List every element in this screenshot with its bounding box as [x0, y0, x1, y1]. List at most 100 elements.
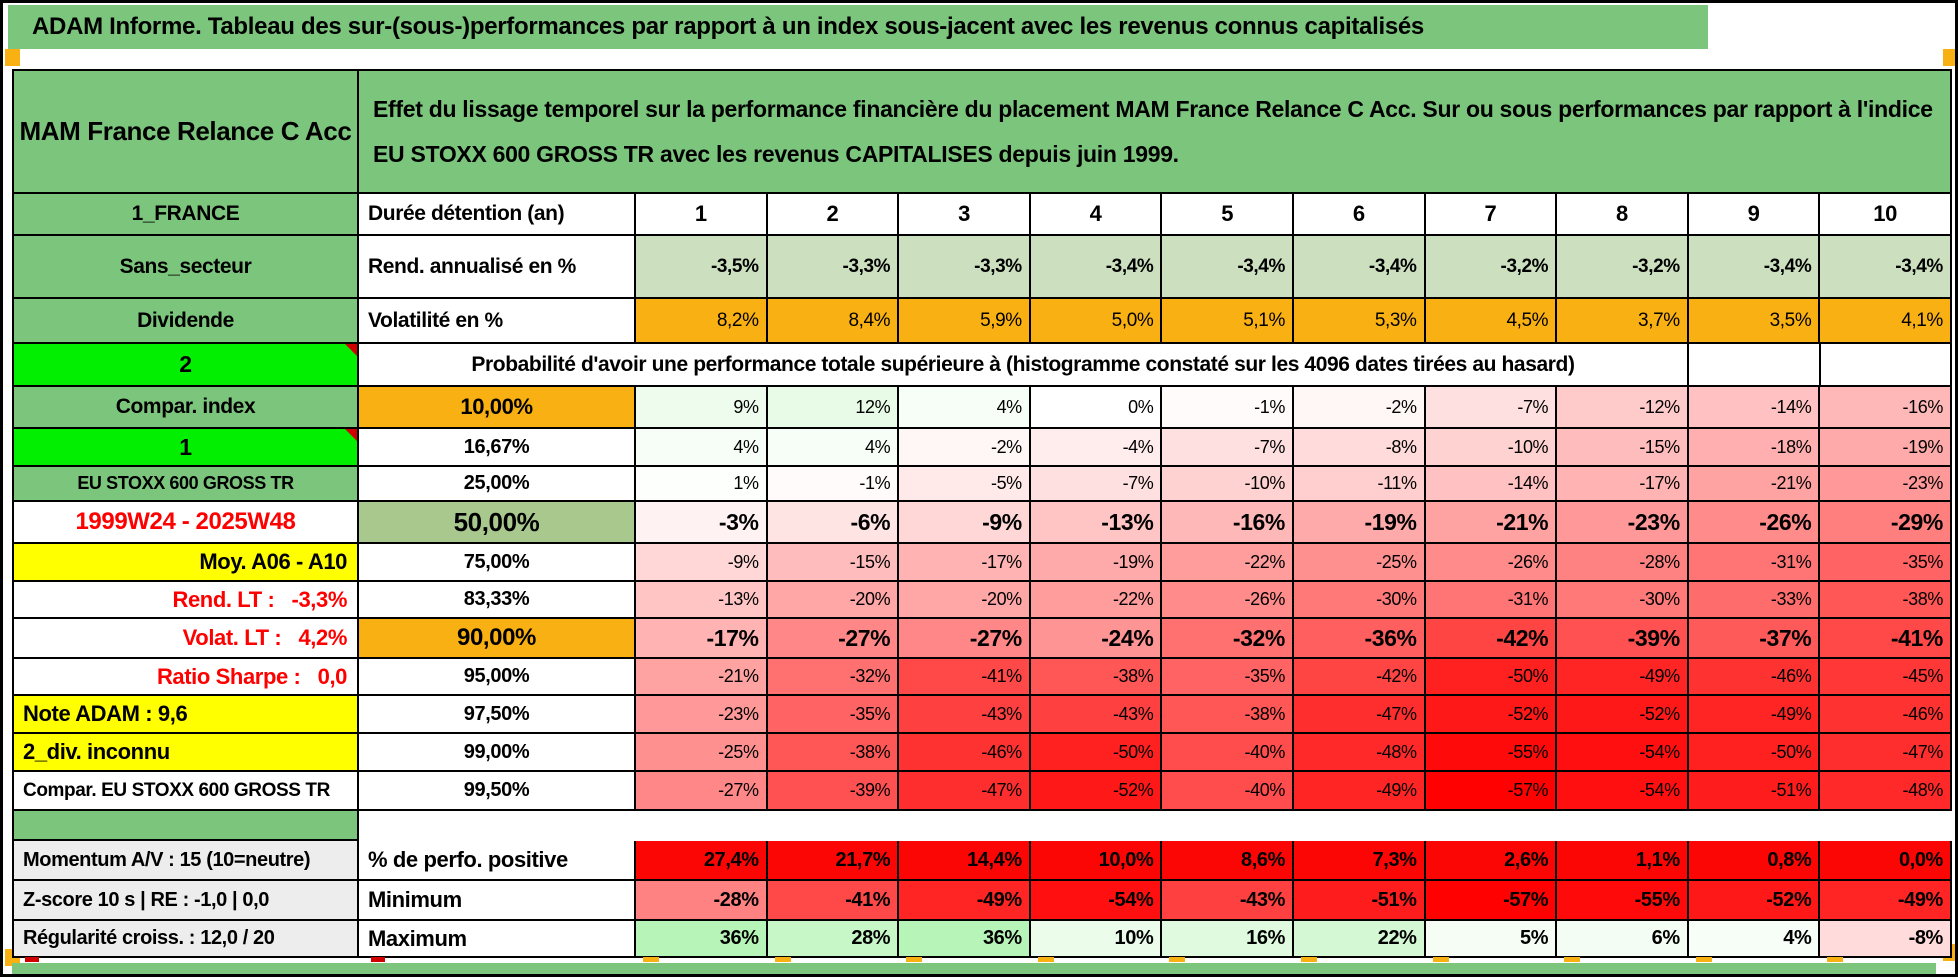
performance-value-cell[interactable]: -15% — [1557, 429, 1689, 467]
volatility-value-cell[interactable]: 4,5% — [1425, 299, 1558, 344]
duration-year-cell[interactable]: 9 — [1688, 194, 1821, 236]
duration-year-cell[interactable]: 2 — [767, 194, 900, 236]
volatility-value-cell[interactable]: 3,7% — [1557, 299, 1689, 344]
performance-value-cell[interactable]: -46% — [899, 734, 1031, 772]
duration-label[interactable]: Durée détention (an) — [359, 194, 636, 236]
stat-label[interactable]: % de perfo. positive — [359, 841, 636, 881]
performance-value-cell[interactable]: -29% — [1820, 502, 1952, 544]
percentile-cell[interactable]: 25,00% — [359, 467, 636, 502]
volatility-value-cell[interactable]: 8,2% — [636, 299, 768, 344]
row-label[interactable]: Moy. A06 - A10 — [14, 544, 359, 582]
performance-value-cell[interactable]: -42% — [1425, 619, 1558, 659]
performance-value-cell[interactable]: 4% — [767, 429, 900, 467]
performance-value-cell[interactable]: -7% — [1425, 387, 1558, 429]
performance-value-cell[interactable]: -5% — [899, 467, 1031, 502]
duration-year-cell[interactable]: 1 — [636, 194, 768, 236]
stat-value-cell[interactable]: 14,4% — [899, 841, 1031, 881]
performance-value-cell[interactable]: -48% — [1293, 734, 1426, 772]
row-label[interactable]: Momentum A/V : 15 (10=neutre) — [14, 841, 359, 881]
performance-value-cell[interactable]: -45% — [1820, 659, 1952, 696]
row-label[interactable]: Dividende — [14, 299, 359, 344]
performance-value-cell[interactable]: -47% — [1820, 734, 1952, 772]
performance-value-cell[interactable]: -22% — [1030, 582, 1163, 619]
return-value-cell[interactable]: -3,4% — [1688, 236, 1821, 299]
volatility-value-cell[interactable]: 3,5% — [1688, 299, 1821, 344]
performance-value-cell[interactable]: -27% — [899, 619, 1031, 659]
percentile-cell[interactable]: 10,00% — [359, 387, 636, 429]
performance-value-cell[interactable]: -33% — [1688, 582, 1821, 619]
performance-value-cell[interactable]: -47% — [899, 772, 1031, 811]
performance-value-cell[interactable]: -13% — [636, 582, 768, 619]
performance-value-cell[interactable]: -23% — [636, 696, 768, 734]
performance-value-cell[interactable]: -50% — [1030, 734, 1163, 772]
performance-value-cell[interactable]: -9% — [636, 544, 768, 582]
row-label[interactable]: Note ADAM : 9,6 — [14, 696, 359, 734]
stat-value-cell[interactable]: -43% — [1162, 881, 1294, 921]
stat-value-cell[interactable]: -52% — [1688, 881, 1821, 921]
return-value-cell[interactable]: -3,4% — [1162, 236, 1294, 299]
performance-value-cell[interactable]: -3% — [636, 502, 768, 544]
row-label[interactable]: 1_FRANCE — [14, 194, 359, 236]
performance-value-cell[interactable]: -24% — [1030, 619, 1163, 659]
percentile-cell[interactable]: 97,50% — [359, 696, 636, 734]
performance-value-cell[interactable]: -21% — [1688, 467, 1821, 502]
performance-value-cell[interactable]: -50% — [1425, 659, 1558, 696]
percentile-cell[interactable]: 90,00% — [359, 619, 636, 659]
return-value-cell[interactable]: -3,2% — [1557, 236, 1689, 299]
row-label[interactable]: Rend. LT : -3,3% — [14, 582, 359, 619]
performance-value-cell[interactable]: -23% — [1820, 467, 1952, 502]
performance-value-cell[interactable]: -38% — [1820, 582, 1952, 619]
performance-value-cell[interactable]: -43% — [1030, 696, 1163, 734]
stat-value-cell[interactable]: 5% — [1425, 921, 1558, 958]
performance-value-cell[interactable]: -4% — [1030, 429, 1163, 467]
return-value-cell[interactable]: -3,4% — [1820, 236, 1952, 299]
stat-value-cell[interactable]: -57% — [1425, 881, 1558, 921]
stat-value-cell[interactable]: 16% — [1162, 921, 1294, 958]
performance-value-cell[interactable]: -38% — [767, 734, 900, 772]
return-value-cell[interactable]: -3,3% — [767, 236, 900, 299]
performance-value-cell[interactable]: -49% — [1688, 696, 1821, 734]
performance-value-cell[interactable]: -28% — [1557, 544, 1689, 582]
fund-name-cell[interactable]: MAM France Relance C Acc — [14, 71, 359, 194]
percentile-cell[interactable]: 50,00% — [359, 502, 636, 544]
table-description-cell[interactable]: Effet du lissage temporel sur la perform… — [359, 71, 1952, 194]
performance-value-cell[interactable]: -31% — [1425, 582, 1558, 619]
performance-value-cell[interactable]: -36% — [1293, 619, 1426, 659]
row-label[interactable]: 2_div. inconnu — [14, 734, 359, 772]
performance-value-cell[interactable]: -20% — [767, 582, 900, 619]
volatility-value-cell[interactable]: 5,1% — [1162, 299, 1294, 344]
empty-cell[interactable] — [1689, 344, 1821, 387]
stat-value-cell[interactable]: 22% — [1293, 921, 1426, 958]
performance-value-cell[interactable]: -31% — [1688, 544, 1821, 582]
performance-value-cell[interactable]: -32% — [767, 659, 900, 696]
stat-value-cell[interactable]: 10,0% — [1030, 841, 1163, 881]
performance-value-cell[interactable]: -26% — [1688, 502, 1821, 544]
row-label[interactable]: 2 — [14, 344, 359, 387]
metric-label[interactable]: Volatilité en % — [359, 299, 636, 344]
volatility-value-cell[interactable]: 4,1% — [1820, 299, 1952, 344]
volatility-value-cell[interactable]: 5,0% — [1030, 299, 1163, 344]
percentile-cell[interactable]: 95,00% — [359, 659, 636, 696]
return-value-cell[interactable]: -3,4% — [1030, 236, 1163, 299]
stat-value-cell[interactable]: -51% — [1293, 881, 1426, 921]
performance-value-cell[interactable]: -35% — [1820, 544, 1952, 582]
performance-value-cell[interactable]: -35% — [1162, 659, 1294, 696]
performance-value-cell[interactable]: 0% — [1030, 387, 1163, 429]
performance-value-cell[interactable]: -57% — [1425, 772, 1558, 811]
performance-value-cell[interactable]: -14% — [1688, 387, 1821, 429]
duration-year-cell[interactable]: 8 — [1557, 194, 1689, 236]
performance-value-cell[interactable]: -55% — [1425, 734, 1558, 772]
performance-value-cell[interactable]: -40% — [1162, 772, 1294, 811]
performance-value-cell[interactable]: -52% — [1557, 696, 1689, 734]
performance-value-cell[interactable]: -1% — [767, 467, 900, 502]
performance-value-cell[interactable]: 1% — [636, 467, 768, 502]
performance-value-cell[interactable]: -54% — [1557, 734, 1689, 772]
performance-value-cell[interactable]: -48% — [1820, 772, 1952, 811]
row-label[interactable]: 1999W24 - 2025W48 — [14, 502, 359, 544]
performance-value-cell[interactable]: -10% — [1162, 467, 1294, 502]
performance-value-cell[interactable]: -46% — [1688, 659, 1821, 696]
probability-header-cell[interactable]: Probabilité d'avoir une performance tota… — [359, 344, 1689, 387]
performance-value-cell[interactable]: -52% — [1030, 772, 1163, 811]
performance-value-cell[interactable]: 4% — [636, 429, 768, 467]
performance-value-cell[interactable]: -40% — [1162, 734, 1294, 772]
